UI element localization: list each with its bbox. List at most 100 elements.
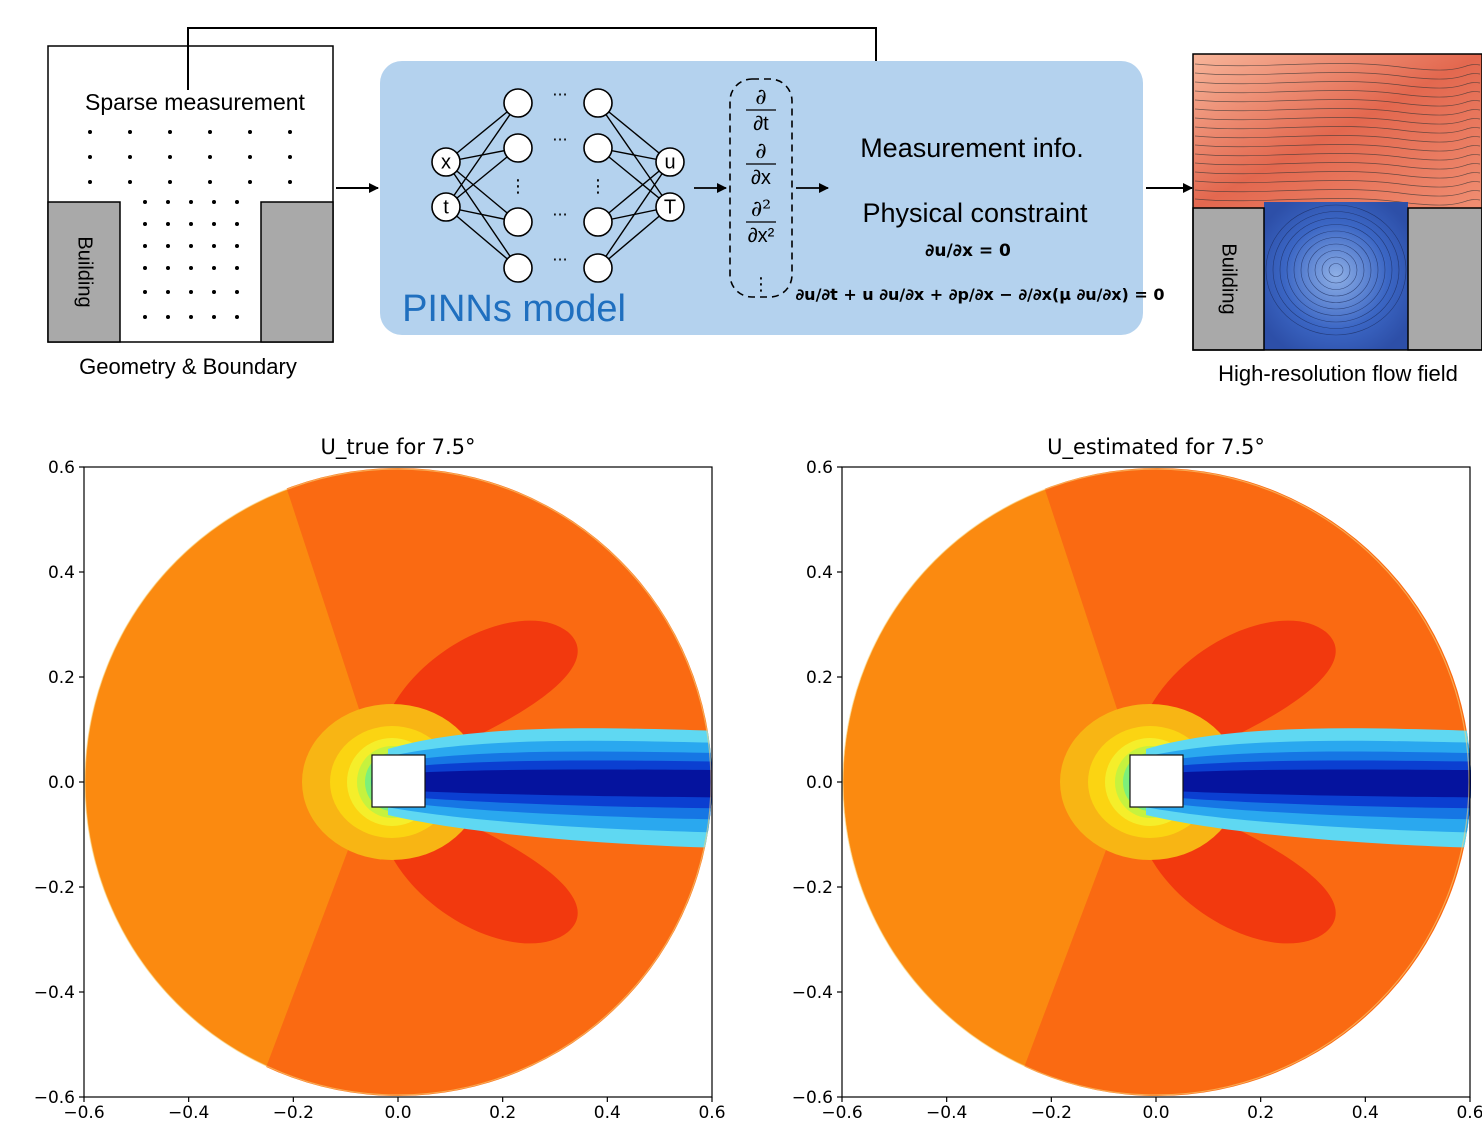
measurement-dot [189, 315, 193, 319]
vertical-ellipsis: ⋮ [589, 176, 607, 197]
square-obstacle [371, 754, 426, 808]
flow-caption: High-resolution flow field [1218, 361, 1458, 386]
y-tick-label: 0.2 [48, 668, 75, 688]
measurement-dot [189, 266, 193, 270]
measurement-dot [88, 130, 92, 134]
measurement-dot [235, 200, 239, 204]
measurement-dot [235, 244, 239, 248]
hidden-node [503, 88, 533, 118]
operator-numerator: ∂ [755, 85, 766, 110]
x-tick-label: −0.6 [63, 1103, 104, 1121]
x-tick-label: −0.4 [168, 1103, 209, 1121]
measurement-dot [212, 200, 216, 204]
measurement-dot [88, 180, 92, 184]
wake-contour [388, 769, 712, 798]
ellipsis: ··· [552, 250, 567, 269]
measurement-dot [166, 200, 170, 204]
measurement-dot [166, 222, 170, 226]
input-node-t-label: t [443, 196, 449, 218]
square-obstacle [1129, 754, 1184, 808]
measurement-dot [212, 290, 216, 294]
flow-frame [1192, 53, 1482, 351]
measurement-dot [248, 130, 252, 134]
hidden-node [503, 253, 533, 283]
chart-title: U_estimated for 7.5° [1047, 435, 1265, 460]
input-node-x [431, 147, 461, 177]
x-tick-label: 0.2 [489, 1103, 516, 1121]
x-tick-label: −0.2 [1031, 1103, 1072, 1121]
measurement-dot [248, 180, 252, 184]
operator-denominator: ∂t [753, 113, 769, 135]
derivative-operators: ∂ ∂t ∂ ∂x ∂² ∂x² ⋮ [746, 85, 776, 295]
measurement-dot [212, 244, 216, 248]
y-tick-label: −0.6 [792, 1088, 833, 1108]
ellipsis: ··· [552, 205, 567, 224]
measurement-dot [235, 222, 239, 226]
y-tick-label: −0.4 [34, 983, 75, 1003]
measurement-dot [189, 290, 193, 294]
x-tick-label: −0.2 [273, 1103, 314, 1121]
measurement-dot [288, 130, 292, 134]
measurement-dot [168, 155, 172, 159]
building-label: Building [74, 236, 96, 307]
network-connections [445, 102, 671, 269]
vertical-ellipsis: ⋮ [509, 176, 527, 197]
flow-streamlines [1194, 63, 1481, 206]
x-tick-label: 0.4 [1352, 1103, 1379, 1121]
x-tick-label: 0.0 [384, 1103, 411, 1121]
cavity-vortex [1265, 204, 1407, 336]
input-node-x-label: x [441, 151, 451, 173]
flow-upper-region [1193, 54, 1482, 208]
x-tick-label: 0.4 [594, 1103, 621, 1121]
hidden-node [583, 88, 613, 118]
measurement-dot [143, 200, 147, 204]
output-node-u [655, 147, 685, 177]
chart-title: U_true for 7.5° [320, 435, 475, 460]
measurement-dot [212, 266, 216, 270]
hidden-node [503, 133, 533, 163]
measurement-info-label: Measurement info. [860, 133, 1084, 163]
measurement-dot [166, 266, 170, 270]
building-right [260, 201, 334, 343]
pinns-background [380, 61, 1143, 335]
x-tick-label: 0.6 [1456, 1103, 1482, 1121]
measurement-dot [288, 180, 292, 184]
x-tick-label: −0.4 [926, 1103, 967, 1121]
y-tick-label: −0.6 [34, 1088, 75, 1108]
measurement-dot [168, 180, 172, 184]
geometry-panel: Building Sparse measurement Geometry & B… [47, 45, 334, 379]
pinns-model-label: PINNs model [402, 288, 626, 330]
measurement-dot [235, 315, 239, 319]
measurement-dot [208, 155, 212, 159]
building-left [47, 201, 121, 343]
x-tick-label: 0.0 [1142, 1103, 1169, 1121]
y-tick-label: 0.4 [806, 563, 833, 583]
measurement-dot [235, 266, 239, 270]
flow-cavity-region [1264, 202, 1408, 350]
wake-contour [1146, 769, 1471, 798]
y-tick-label: 0.4 [48, 563, 75, 583]
y-tick-label: 0.2 [806, 668, 833, 688]
measurement-dot [143, 266, 147, 270]
measurement-dot [128, 180, 132, 184]
output-node-T-label: T [664, 196, 676, 218]
continuity-equation: ∂u/∂x = 0 [925, 241, 1011, 261]
hidden-node [583, 253, 613, 283]
y-tick-label: −0.2 [792, 878, 833, 898]
y-tick-label: 0.0 [48, 773, 75, 793]
measurement-dot [143, 222, 147, 226]
flow-building-label: Building [1218, 243, 1240, 314]
operator-denominator: ∂x [751, 167, 771, 189]
measurement-dot [248, 155, 252, 159]
x-tick-label: 0.6 [698, 1103, 725, 1121]
ellipsis: ··· [552, 130, 567, 149]
hidden-node [583, 133, 613, 163]
measurement-dot [189, 222, 193, 226]
measurement-dot [212, 222, 216, 226]
flow-field-panel: Building High-resolution flow field [1192, 53, 1482, 386]
measurement-dot [128, 155, 132, 159]
y-tick-label: −0.2 [34, 878, 75, 898]
geometry-caption: Geometry & Boundary [79, 354, 297, 379]
output-node-T [655, 192, 685, 222]
measurement-dot [128, 130, 132, 134]
